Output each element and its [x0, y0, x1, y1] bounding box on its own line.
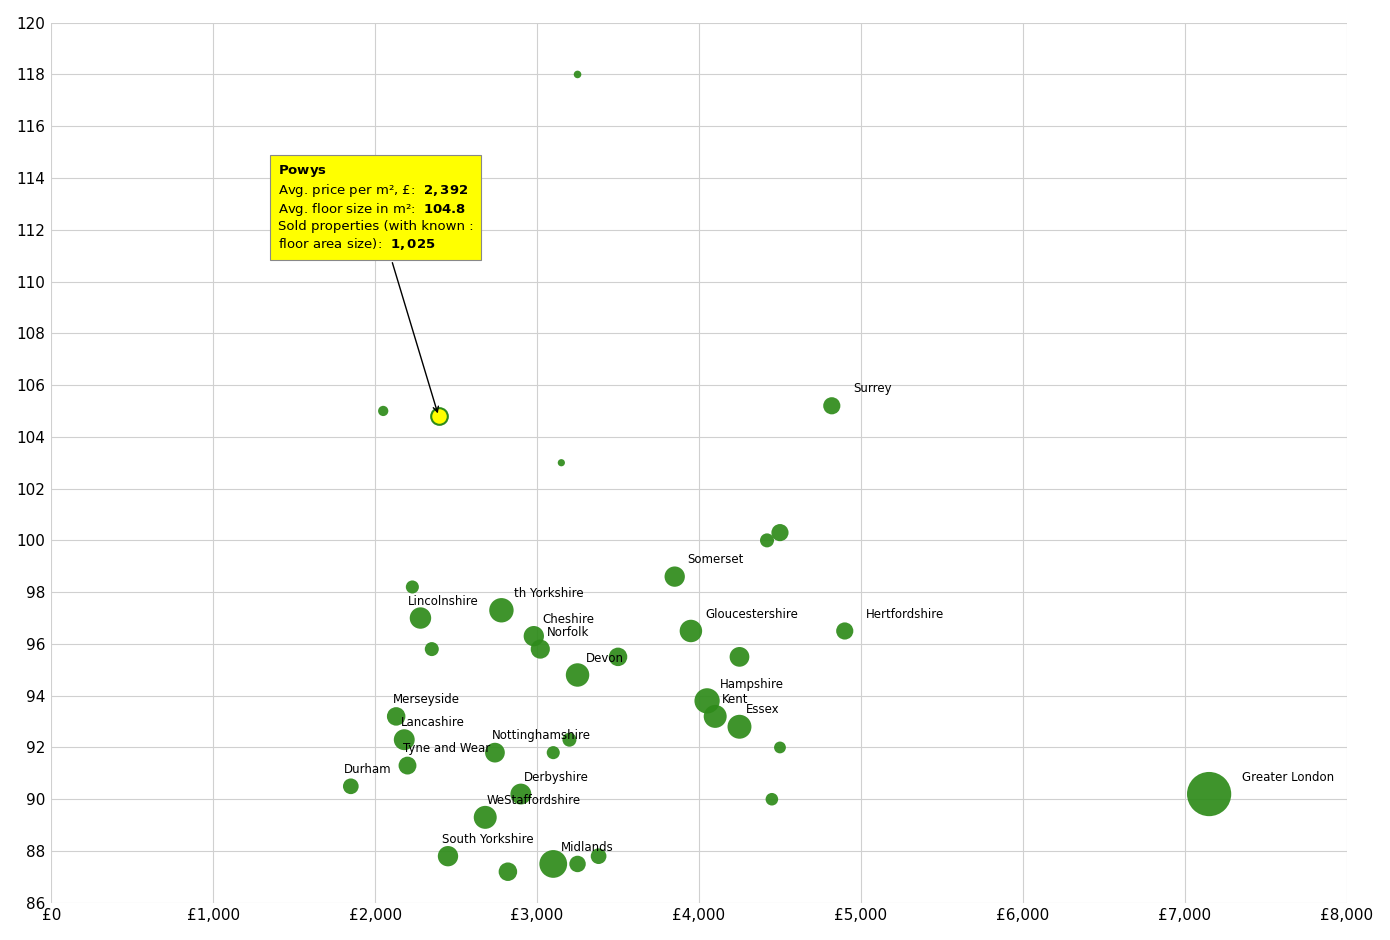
Point: [728, 719, 751, 734]
Point: [705, 709, 727, 724]
Text: Derbyshire: Derbyshire: [524, 771, 589, 784]
Point: [728, 650, 751, 665]
Point: [428, 409, 450, 424]
Text: Hertfordshire: Hertfordshire: [866, 607, 944, 620]
Point: [385, 709, 407, 724]
Text: Durham: Durham: [345, 763, 392, 776]
Point: [496, 864, 518, 879]
Text: Hampshire: Hampshire: [720, 678, 784, 691]
Text: Cheshire: Cheshire: [542, 613, 594, 626]
Point: [339, 778, 361, 793]
Point: [566, 67, 588, 82]
Point: [409, 610, 431, 625]
Point: [396, 758, 418, 773]
Text: Greater London: Greater London: [1241, 771, 1333, 784]
Point: [542, 856, 564, 871]
Text: Lincolnshire: Lincolnshire: [407, 595, 478, 607]
Text: Tyne and Wear: Tyne and Wear: [403, 743, 489, 755]
Point: [542, 745, 564, 760]
Text: Midlands: Midlands: [562, 840, 614, 854]
Point: [530, 642, 552, 657]
Text: South Yorkshire: South Yorkshire: [442, 833, 534, 846]
Text: Essex: Essex: [746, 703, 780, 716]
Point: [696, 694, 719, 709]
Point: [769, 740, 791, 755]
Text: Devon: Devon: [585, 651, 624, 665]
Text: Merseyside: Merseyside: [393, 693, 460, 706]
Point: [421, 642, 443, 657]
Text: Nottinghamshire: Nottinghamshire: [492, 729, 591, 743]
Point: [769, 525, 791, 540]
Point: [588, 849, 610, 864]
Point: [680, 623, 702, 638]
Point: [402, 579, 424, 594]
Point: [607, 650, 630, 665]
Text: Norfolk: Norfolk: [546, 626, 589, 639]
Text: Surrey: Surrey: [853, 383, 891, 396]
Point: [760, 791, 783, 807]
Point: [566, 667, 588, 682]
Point: [1198, 787, 1220, 802]
Point: [756, 533, 778, 548]
Point: [834, 623, 856, 638]
Text: WeStaffordshire: WeStaffordshire: [486, 794, 581, 807]
Point: [523, 629, 545, 644]
Text: Somerset: Somerset: [688, 554, 744, 566]
Point: [510, 787, 532, 802]
Text: Lancashire: Lancashire: [402, 716, 464, 729]
Point: [474, 810, 496, 825]
Point: [566, 856, 588, 871]
Point: [550, 455, 573, 470]
Point: [373, 403, 395, 418]
Text: ⁠$\mathbf{Powys}$
Avg. price per m², £:  $\mathbf{2,392}$
Avg. floor size in m²:: ⁠$\mathbf{Powys}$ Avg. price per m², £: …: [278, 164, 474, 412]
Text: th Yorkshire: th Yorkshire: [514, 587, 584, 600]
Point: [393, 732, 416, 747]
Point: [436, 849, 459, 864]
Text: Gloucestershire: Gloucestershire: [706, 607, 798, 620]
Point: [820, 399, 842, 414]
Point: [559, 732, 581, 747]
Point: [484, 745, 506, 760]
Point: [663, 569, 685, 584]
Point: [491, 603, 513, 618]
Text: Kent: Kent: [721, 693, 748, 706]
